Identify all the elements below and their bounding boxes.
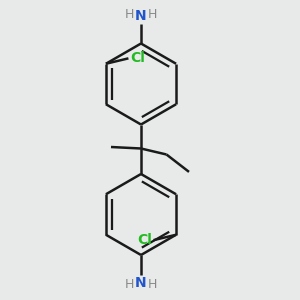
Text: Cl: Cl	[130, 51, 145, 65]
Text: N: N	[135, 9, 147, 23]
Text: H: H	[148, 8, 157, 21]
Text: N: N	[135, 276, 147, 290]
Text: H: H	[148, 278, 157, 290]
Text: Cl: Cl	[137, 233, 152, 247]
Text: H: H	[125, 8, 134, 21]
Text: H: H	[125, 278, 134, 290]
